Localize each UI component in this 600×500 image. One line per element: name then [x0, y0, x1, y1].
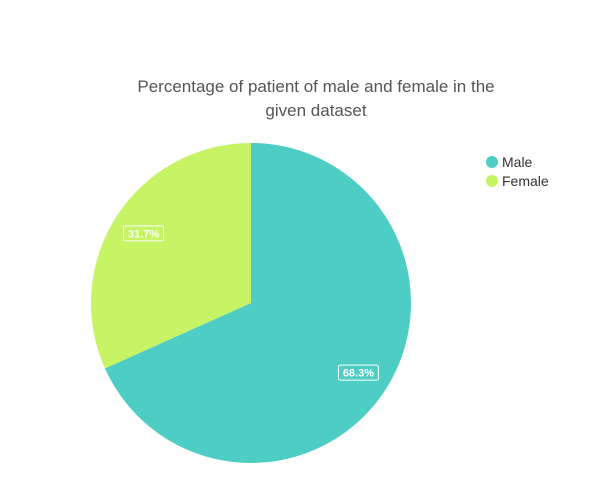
data-label-male: 68.3% [337, 364, 379, 381]
data-label-text: 68.3% [343, 368, 374, 380]
pie-data-labels: 68.3% 31.7% [123, 225, 379, 381]
legend-item-female[interactable]: Female [486, 173, 549, 189]
legend-marker [486, 156, 498, 168]
pie-slice-female[interactable] [90, 143, 251, 369]
legend-label: Male [502, 154, 533, 170]
legend-item-male[interactable]: Male [486, 154, 533, 170]
data-label-female: 31.7% [123, 225, 165, 242]
legend-label: Female [502, 173, 549, 189]
chart-title: Percentage of patient of male and female… [137, 77, 494, 120]
chart-legend: Male Female [486, 154, 549, 189]
pie-slices [90, 143, 412, 463]
pie-slice-male[interactable] [104, 143, 412, 463]
chart-title-line-2: given dataset [265, 101, 366, 120]
chart-title-line-1: Percentage of patient of male and female… [137, 77, 494, 96]
legend-marker [486, 175, 498, 187]
data-label-text: 31.7% [128, 228, 159, 240]
data-label-box [337, 364, 379, 381]
data-label-box [123, 225, 165, 242]
